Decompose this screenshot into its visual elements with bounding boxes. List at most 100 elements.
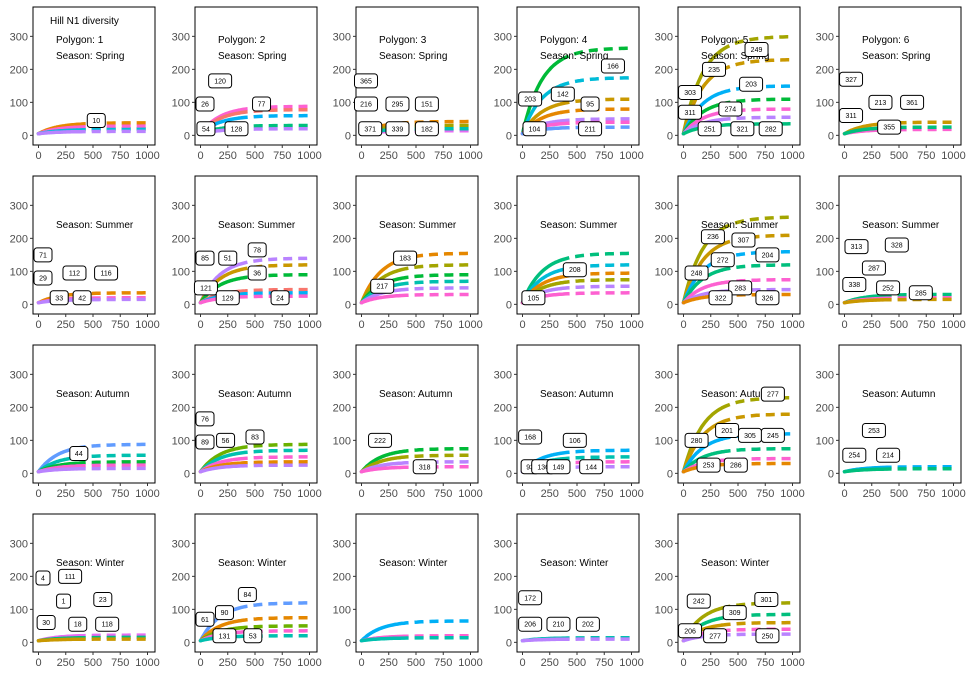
x-tick-label: 500 <box>407 150 425 162</box>
y-tick-label: 300 <box>10 369 28 381</box>
season-label: Season: Summer <box>379 220 457 231</box>
sample-label: 168 <box>524 435 536 442</box>
x-tick-label: 250 <box>541 150 559 162</box>
series-line-extrapolated <box>720 233 792 247</box>
x-tick-label: 500 <box>84 488 102 500</box>
y-tick-label: 100 <box>172 266 190 278</box>
y-tick-label: 0 <box>184 130 190 142</box>
sample-label-box <box>876 280 901 296</box>
x-tick-label: 500 <box>568 657 586 669</box>
x-tick-label: 500 <box>890 150 908 162</box>
sample-label-box <box>393 250 418 266</box>
x-tick-label: 1000 <box>297 657 321 669</box>
season-label: Season: Spring <box>218 51 286 62</box>
sample-label-box <box>686 593 711 609</box>
sample-label: 208 <box>569 267 581 274</box>
sample-label-box <box>722 605 747 621</box>
y-tick-label: 0 <box>345 299 351 311</box>
sample-label-box <box>908 285 933 301</box>
series-line-extrapolated <box>560 76 631 88</box>
series-line-extrapolated <box>238 127 309 132</box>
series-line-observed <box>36 129 79 136</box>
sample-label: 54 <box>202 126 210 133</box>
sample-label-box <box>212 628 237 644</box>
series-line-observed <box>681 110 724 136</box>
x-tick-label: 750 <box>595 657 613 669</box>
sample-label-box <box>600 58 625 74</box>
x-tick-label: 1000 <box>458 657 482 669</box>
sample-label: 274 <box>725 106 737 113</box>
sample-label: 203 <box>745 82 757 89</box>
panel-0-4: 0 100 200 300 0 250 500 750 1000 Polygon: 5 Season… <box>655 6 805 162</box>
sample-label: 339 <box>392 126 404 133</box>
x-tick-label: 750 <box>917 488 935 500</box>
sample-label-box <box>562 262 587 278</box>
panel-0-1: 0 100 200 300 0 250 500 750 1000 Polygon: 2 Season… <box>172 6 322 162</box>
x-tick-label: 250 <box>863 319 881 331</box>
polygon-label: Polygon: 6 <box>862 35 910 46</box>
sample-label-box <box>700 229 725 245</box>
series-line-extrapolated <box>721 115 792 122</box>
season-label: Season: Summer <box>862 220 940 231</box>
sample-label: 251 <box>704 126 716 133</box>
y-tick-label: 0 <box>22 299 28 311</box>
y-tick-label: 100 <box>333 604 351 616</box>
y-tick-label: 200 <box>816 402 834 414</box>
sample-label: 248 <box>691 271 703 278</box>
sample-label-box <box>877 119 902 135</box>
season-label: Season: Spring <box>56 51 124 62</box>
sample-label: 142 <box>557 92 569 99</box>
sample-label: 250 <box>762 633 774 640</box>
series-line-extrapolated <box>76 463 147 468</box>
x-tick-label: 500 <box>729 319 747 331</box>
series-line-extrapolated <box>720 412 792 424</box>
sample-label: 118 <box>102 622 113 629</box>
series-line-extrapolated <box>721 446 792 454</box>
y-tick-label: 100 <box>172 97 190 109</box>
y-tick-label: 200 <box>172 402 190 414</box>
x-tick-label: 0 <box>841 150 847 162</box>
x-tick-label: 1000 <box>619 150 643 162</box>
series-line-observed <box>681 90 724 136</box>
series-line-extrapolated <box>560 284 631 291</box>
sample-label: 29 <box>39 275 47 282</box>
series-line-extrapolated <box>76 121 147 127</box>
sample-label: 106 <box>569 438 581 445</box>
sample-label-box <box>414 96 439 112</box>
y-tick-label: 0 <box>667 130 673 142</box>
series-line-extrapolated <box>721 620 792 627</box>
sample-label-box <box>844 239 869 255</box>
sample-label-box <box>578 121 603 137</box>
y-tick-label: 300 <box>333 200 351 212</box>
sample-label: 204 <box>762 252 774 259</box>
sample-label-box <box>414 121 439 137</box>
series-line-extrapolated <box>720 396 792 410</box>
series-line-extrapolated <box>238 287 309 294</box>
y-tick-label: 0 <box>506 637 512 649</box>
series-line-extrapolated <box>720 215 792 231</box>
sample-label: 311 <box>684 110 695 117</box>
y-tick-label: 0 <box>22 468 28 480</box>
season-label: Season: Spring <box>701 51 769 62</box>
x-tick-label: 0 <box>680 150 686 162</box>
sample-label: 280 <box>691 438 703 445</box>
curve-group <box>36 121 147 136</box>
series-line-extrapolated <box>76 633 147 638</box>
y-tick-label: 100 <box>655 435 673 447</box>
panel-0-0: 0 100 200 300 0 250 500 750 1000 Hill N1 diversit… <box>10 6 160 162</box>
series-line-extrapolated <box>560 263 631 272</box>
sample-label: 253 <box>868 428 880 435</box>
x-tick-label: 750 <box>434 150 452 162</box>
y-tick-label: 0 <box>828 299 834 311</box>
sample-label: 111 <box>65 574 76 581</box>
series-line-extrapolated <box>76 127 147 132</box>
sample-label-box <box>760 386 785 402</box>
series-line-extrapolated <box>721 107 792 115</box>
sample-label: 76 <box>201 416 209 423</box>
sample-label-box <box>56 593 72 609</box>
sample-label: 285 <box>915 290 927 297</box>
y-tick-label: 300 <box>494 538 512 550</box>
panel-3-4: 0 100 200 300 0 250 500 750 1000 Season: Winter 24… <box>655 513 805 669</box>
series-line-observed <box>359 636 402 643</box>
panel-3-1: 0 100 200 300 0 250 500 750 1000 Season: Winter 84… <box>172 513 322 669</box>
